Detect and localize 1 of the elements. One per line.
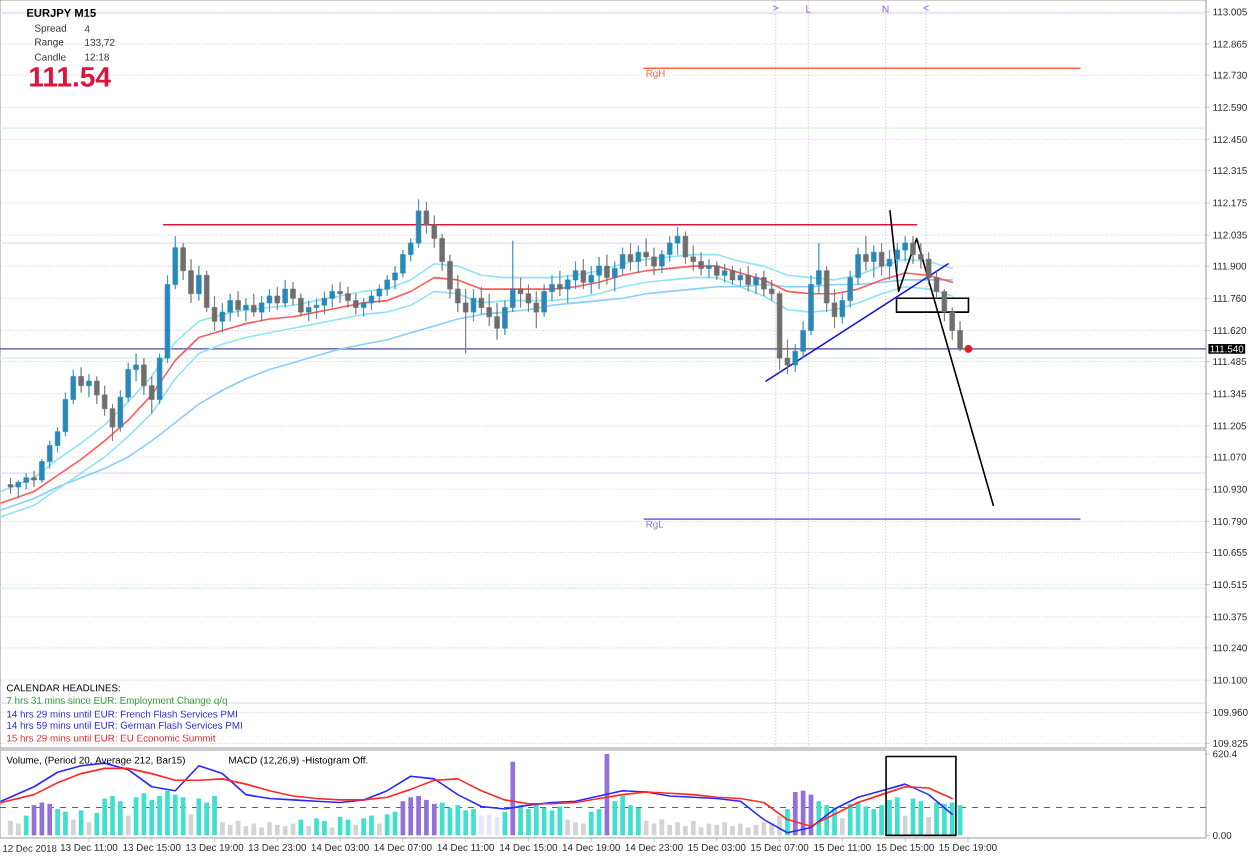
annotation: 111.54 (30, 67, 111, 87)
